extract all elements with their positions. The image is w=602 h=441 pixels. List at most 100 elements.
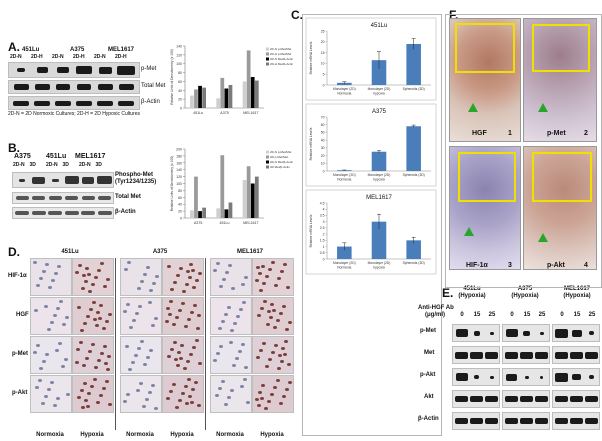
cell-nucleus bbox=[143, 363, 147, 366]
micrograph-tile bbox=[210, 375, 252, 413]
panel-d-row-hgf: HGF bbox=[16, 312, 29, 318]
panel-a-row-pmet: p-Met bbox=[141, 66, 157, 72]
cell-nucleus bbox=[96, 311, 100, 314]
blot-band bbox=[485, 351, 498, 359]
cell-nucleus bbox=[178, 309, 182, 312]
cell-nucleus bbox=[190, 311, 194, 314]
blot-band bbox=[97, 100, 113, 106]
blot-band bbox=[570, 351, 583, 359]
blot-band bbox=[455, 373, 468, 381]
bar bbox=[190, 95, 194, 108]
y-axis-label: Relative mRNA Levels bbox=[309, 127, 313, 160]
cell-nucleus bbox=[105, 380, 109, 383]
y-tick-label: 0 bbox=[180, 217, 182, 221]
ihc-pmet-label: p-Met bbox=[547, 130, 566, 137]
blot-band bbox=[570, 418, 583, 424]
cell-nucleus bbox=[128, 368, 132, 371]
blot-band bbox=[473, 330, 480, 336]
cell-nucleus bbox=[82, 364, 86, 367]
cell-nucleus bbox=[267, 310, 271, 313]
panel-e-cell-2-sub: (Hypoxia) bbox=[511, 293, 539, 299]
cell-nucleus bbox=[148, 391, 152, 394]
panel-a-caption: 2D-N = 2D Normoxic Cultures; 2D-H = 2D H… bbox=[8, 111, 140, 117]
cell-nucleus bbox=[193, 304, 197, 307]
cell-nucleus bbox=[187, 378, 191, 381]
cell-nucleus bbox=[265, 275, 269, 278]
panel-e-treatment: Anti-HGF Ab bbox=[418, 305, 454, 311]
bar bbox=[250, 183, 255, 218]
cell-nucleus bbox=[260, 397, 264, 400]
x-tick-label: MEL1617 bbox=[243, 221, 258, 225]
micrograph-tile bbox=[30, 375, 72, 413]
cell-nucleus bbox=[86, 405, 90, 408]
cell-nucleus bbox=[276, 379, 280, 382]
cell-nucleus bbox=[100, 262, 104, 265]
blot-band bbox=[470, 396, 483, 402]
cell-nucleus bbox=[224, 403, 228, 406]
cell-nucleus bbox=[84, 399, 88, 402]
panel-c-chart-2: A375 0 10 20 30 40 50 60 70 Relative mRNA Levels M… bbox=[305, 103, 437, 187]
panel-d-cell-2: A375 bbox=[152, 249, 168, 255]
blot-band bbox=[555, 372, 568, 382]
cell-nucleus bbox=[167, 265, 171, 268]
cell-nucleus bbox=[149, 289, 153, 292]
blot-band bbox=[13, 100, 29, 106]
blot-band bbox=[57, 67, 69, 73]
cell-nucleus bbox=[195, 339, 199, 342]
panel-d-cell-1: 451Lu bbox=[61, 249, 79, 255]
blot-band bbox=[31, 211, 46, 215]
blot-band bbox=[589, 375, 594, 379]
cell-nucleus bbox=[233, 322, 237, 325]
cell-nucleus bbox=[175, 316, 179, 319]
cell-nucleus bbox=[283, 263, 287, 266]
ihc-pmet-num: 2 bbox=[584, 130, 588, 137]
cell-nucleus bbox=[265, 365, 269, 368]
cell-nucleus bbox=[134, 354, 138, 357]
cell-nucleus bbox=[284, 340, 288, 343]
bar bbox=[406, 126, 421, 171]
blot-band bbox=[570, 396, 583, 402]
cell-nucleus bbox=[91, 343, 95, 346]
cell-nucleus bbox=[236, 315, 240, 318]
cell-nucleus bbox=[221, 320, 225, 323]
cell-nucleus bbox=[85, 357, 89, 360]
cell-nucleus bbox=[56, 307, 60, 310]
cell-nucleus bbox=[42, 360, 46, 363]
cell-nucleus bbox=[39, 367, 43, 370]
dose-label: 15 bbox=[523, 312, 531, 318]
cell-nucleus bbox=[170, 348, 174, 351]
panel-d-cond-1: Normoxia bbox=[36, 432, 64, 438]
x-tick-label: 451Lu bbox=[220, 221, 230, 225]
cell-nucleus bbox=[51, 279, 55, 282]
cell-nucleus bbox=[258, 272, 262, 275]
cell-nucleus bbox=[33, 261, 37, 264]
cell-nucleus bbox=[166, 307, 170, 310]
cell-nucleus bbox=[191, 388, 195, 391]
cell-nucleus bbox=[215, 394, 219, 397]
cell-nucleus bbox=[271, 261, 275, 264]
cell-nucleus bbox=[80, 389, 84, 392]
cell-nucleus bbox=[194, 381, 198, 384]
cell-nucleus bbox=[230, 389, 234, 392]
subchart-border bbox=[305, 189, 437, 275]
cell-nucleus bbox=[197, 314, 201, 317]
dose-label: 25 bbox=[538, 312, 546, 318]
cell-nucleus bbox=[94, 366, 98, 369]
blot-strip bbox=[552, 390, 600, 408]
cell-nucleus bbox=[81, 406, 85, 409]
cell-nucleus bbox=[99, 304, 103, 307]
bar bbox=[216, 98, 221, 108]
y-tick-label: 3.5 bbox=[320, 214, 325, 218]
ihc-hgf-label: HGF bbox=[472, 130, 487, 137]
panel-e-unit: (μg/ml) bbox=[425, 312, 446, 318]
legend-swatch bbox=[266, 150, 269, 154]
blot-band bbox=[535, 351, 548, 359]
panel-d-divider-2 bbox=[205, 258, 206, 430]
panel-a-cell-1: 451Lu bbox=[22, 47, 40, 53]
cell-nucleus bbox=[126, 393, 130, 396]
y-tick-label: 20 bbox=[321, 40, 325, 44]
micrograph-tile bbox=[30, 258, 72, 296]
cell-nucleus bbox=[255, 398, 259, 401]
cell-nucleus bbox=[143, 273, 147, 276]
